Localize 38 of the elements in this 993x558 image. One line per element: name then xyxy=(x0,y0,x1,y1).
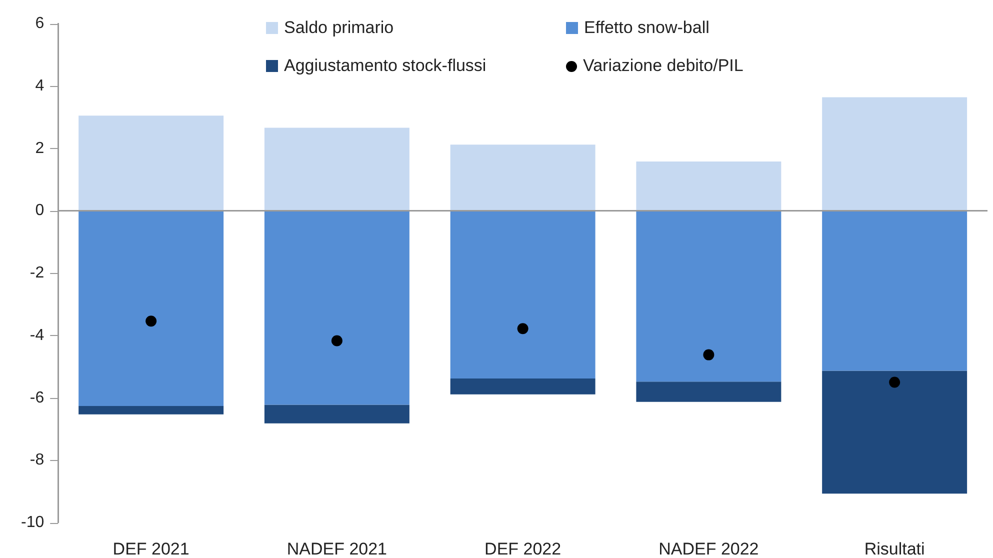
bar xyxy=(78,116,224,211)
bar xyxy=(822,210,968,371)
y-tick-label: -6 xyxy=(30,389,44,406)
x-tick-label: DEF 2021 xyxy=(112,539,190,558)
bar xyxy=(264,128,410,211)
x-tick-label: NADEF 2022 xyxy=(658,539,759,558)
bar xyxy=(78,406,224,414)
bar xyxy=(450,210,596,379)
y-tick-label: 2 xyxy=(35,140,44,157)
x-tick-label: DEF 2022 xyxy=(484,539,562,558)
bar xyxy=(822,97,968,211)
x-tick-label: NADEF 2021 xyxy=(286,539,388,558)
y-tick-label: -10 xyxy=(21,514,44,532)
legend-label: Effetto snow-ball xyxy=(584,18,710,38)
y-tick-label: -8 xyxy=(30,452,44,469)
y-tick-label: -2 xyxy=(30,264,44,282)
y-tick-label: 0 xyxy=(35,202,44,220)
bar xyxy=(450,378,596,394)
bar xyxy=(636,161,782,211)
bar xyxy=(822,370,968,494)
bar xyxy=(78,210,224,406)
point xyxy=(517,323,528,334)
bar xyxy=(450,144,596,211)
bar xyxy=(264,210,410,405)
point xyxy=(703,349,714,360)
legend-label: Aggiustamento stock-flussi xyxy=(284,56,486,76)
point xyxy=(331,335,342,346)
y-tick-label: -4 xyxy=(30,326,44,344)
point xyxy=(146,316,157,327)
legend-label: Saldo primario xyxy=(284,18,394,38)
bar xyxy=(636,210,782,382)
x-tick-label: Risultati xyxy=(864,539,925,558)
y-tick-label: 6 xyxy=(35,15,44,32)
bar xyxy=(264,404,410,424)
legend-label: Variazione debito/PIL xyxy=(583,56,744,76)
y-tick-label: 4 xyxy=(35,77,44,94)
bar xyxy=(636,382,782,402)
point xyxy=(889,376,900,388)
